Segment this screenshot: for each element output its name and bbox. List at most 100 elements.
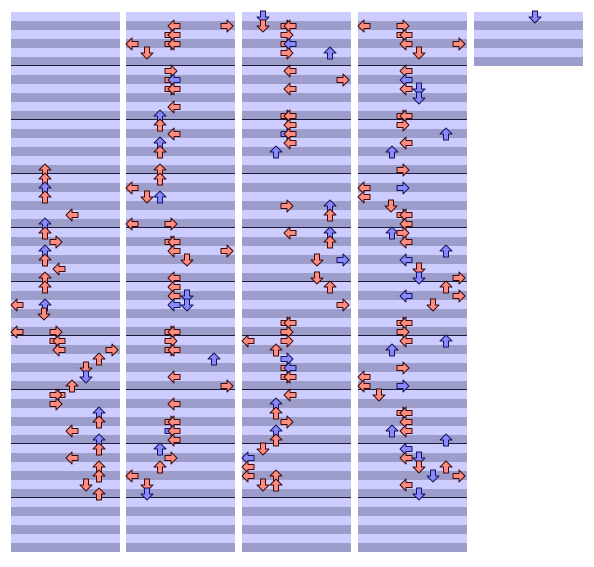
arrow-right-icon [49,235,63,249]
arrow-left-icon [167,433,181,447]
arrow-down-icon [384,199,398,213]
arrow-right-icon [280,334,294,348]
arrow-right-icon [452,469,466,483]
row-band [126,219,235,228]
arrow-up-icon [439,244,453,258]
arrow-up-icon [38,280,52,294]
arrow-left-icon [167,37,181,51]
arrow-up-icon [153,460,167,474]
row-band [11,507,120,516]
measure-line [126,389,235,390]
row-band [242,57,351,66]
arrow-down-icon [412,460,426,474]
arrow-up-icon [323,46,337,60]
arrow-left-icon [167,298,181,312]
row-band [126,471,235,480]
row-band [11,39,120,48]
chart-column [357,12,467,552]
row-band [242,183,351,192]
arrow-up-icon [38,226,52,240]
arrow-up-icon [153,190,167,204]
arrow-left-icon [399,334,413,348]
arrow-up-icon [269,406,283,420]
arrow-left-icon [399,37,413,51]
arrow-left-icon [167,82,181,96]
arrow-up-icon [153,442,167,456]
measure-line [126,281,235,282]
arrow-up-icon [65,379,79,393]
arrow-left-icon [399,478,413,492]
arrow-left-icon [399,253,413,267]
row-band [126,201,235,210]
arrow-down-icon [426,469,440,483]
row-band [11,147,120,156]
row-band [11,183,120,192]
arrow-down-icon [372,388,386,402]
arrow-up-icon [269,343,283,357]
arrow-down-icon [412,46,426,60]
chart-column [474,10,583,66]
measure-line [126,497,235,498]
row-band [242,471,351,480]
arrow-left-icon [399,451,413,465]
arrow-left-icon [167,370,181,384]
measure-line [11,389,120,390]
arrow-left-icon [357,379,371,393]
chart-column [241,10,351,552]
row-band [242,327,351,336]
arrow-down-icon [180,298,194,312]
arrow-right-icon [220,379,234,393]
measure-line [242,281,351,282]
measure-line [11,497,120,498]
measure-line [358,281,467,282]
arrow-right-icon [220,244,234,258]
arrow-down-icon [310,253,324,267]
arrow-right-icon [105,343,119,357]
row-band [11,129,120,138]
arrow-up-icon [269,145,283,159]
measure-line [242,119,351,120]
row-band [358,165,467,174]
row-band [126,525,235,534]
arrow-left-icon [167,127,181,141]
row-band [242,147,351,156]
arrow-up-icon [385,424,399,438]
row-band [242,201,351,210]
row-band [11,543,120,552]
row-band [358,435,467,444]
arrow-left-icon [125,469,139,483]
measure-line [358,173,467,174]
arrow-left-icon [283,64,297,78]
arrow-left-icon [167,100,181,114]
row-band [126,543,235,552]
measure-line [358,443,467,444]
measure-line [242,227,351,228]
arrow-down-icon [79,370,93,384]
arrow-up-icon [439,280,453,294]
row-band [126,309,235,318]
row-band [11,489,120,498]
arrow-up-icon [153,172,167,186]
measure-line [126,65,235,66]
row-band [242,237,351,246]
row-band [242,309,351,318]
arrow-down-icon [528,10,542,24]
row-band [242,75,351,84]
row-band [11,273,120,282]
arrow-right-icon [336,73,350,87]
arrow-left-icon [399,82,413,96]
measure-line [242,443,351,444]
arrow-right-icon [164,451,178,465]
measure-line [126,173,235,174]
arrow-up-icon [92,352,106,366]
row-band [11,165,120,174]
row-band [358,399,467,408]
arrow-left-icon [399,136,413,150]
arrow-left-icon [125,181,139,195]
arrow-left-icon [357,190,371,204]
arrow-left-icon [283,226,297,240]
row-band [11,237,120,246]
arrow-left-icon [167,343,181,357]
arrow-left-icon [65,424,79,438]
row-band [358,363,467,372]
